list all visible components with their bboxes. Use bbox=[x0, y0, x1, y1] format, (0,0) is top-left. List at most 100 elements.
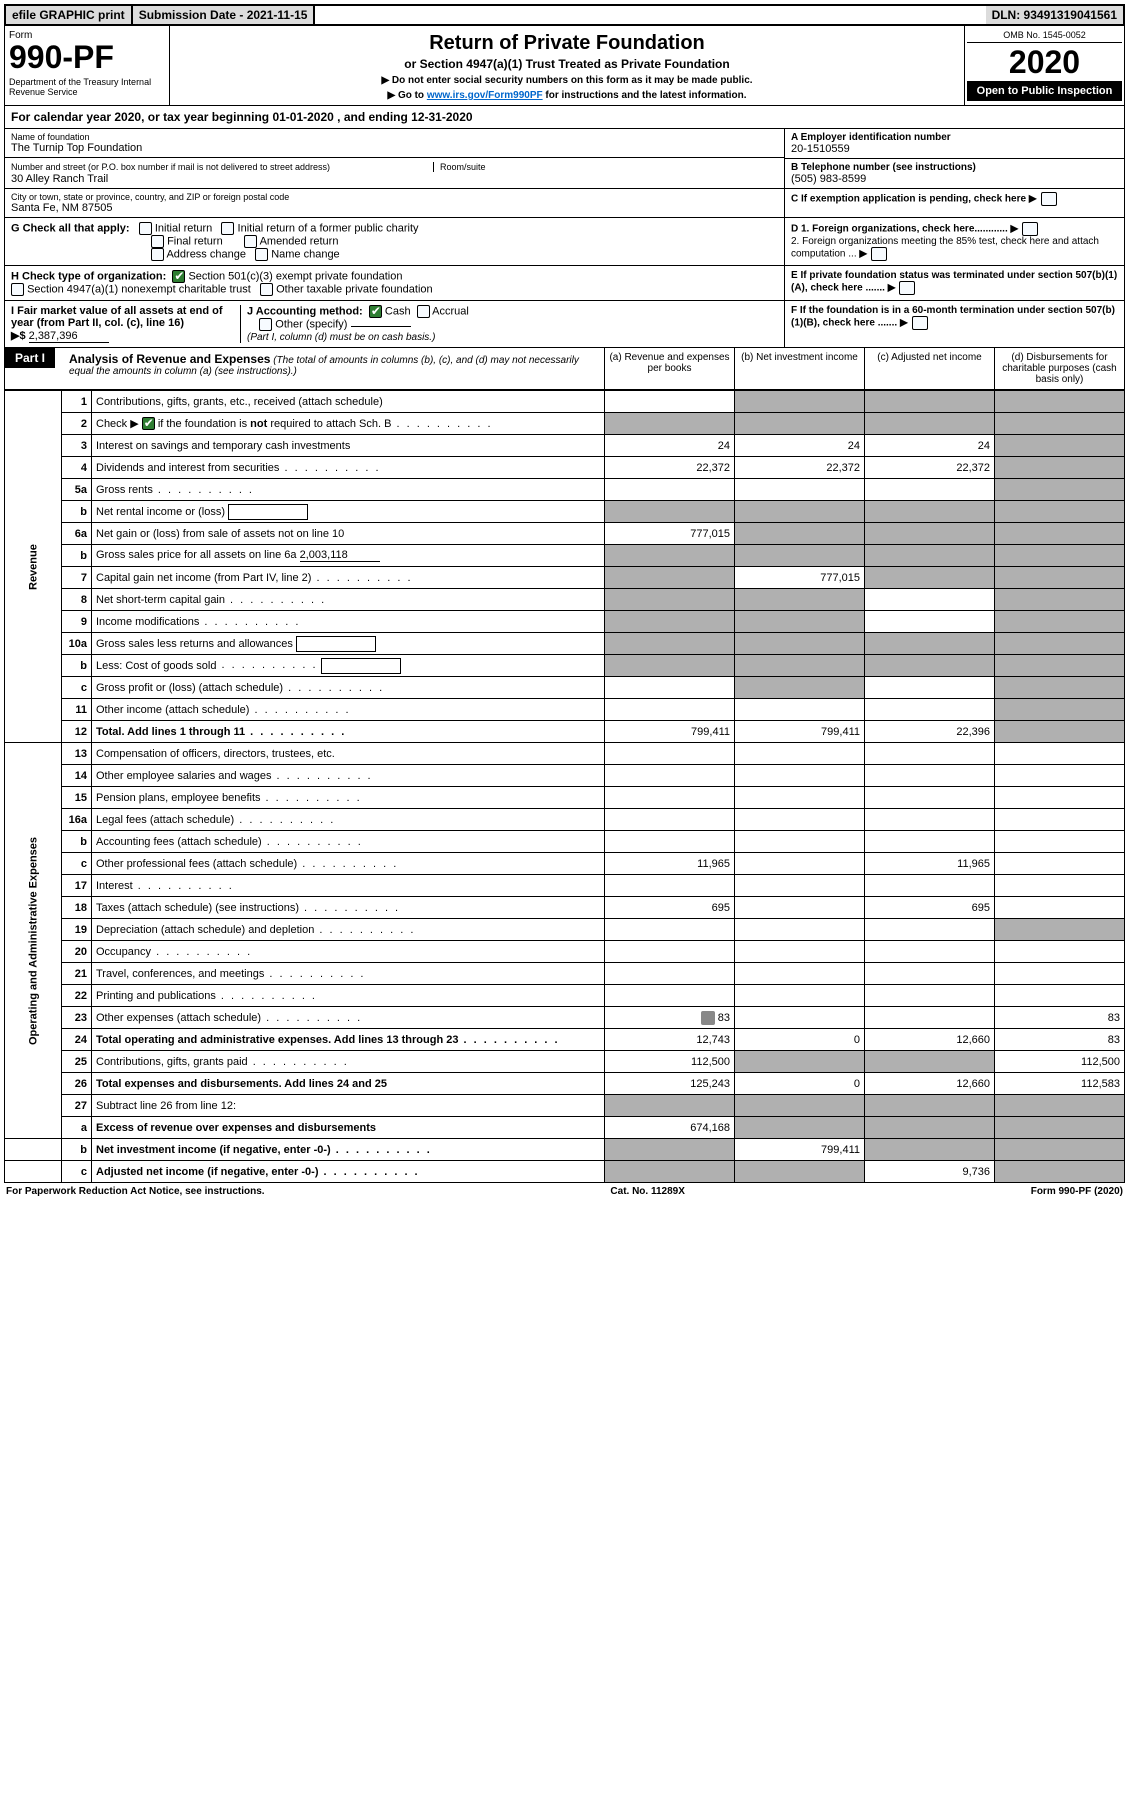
r18-a: 695 bbox=[605, 897, 735, 919]
r6a-a: 777,015 bbox=[605, 523, 735, 545]
g-opt1: Initial return bbox=[155, 222, 212, 234]
g-address-checkbox[interactable] bbox=[151, 248, 164, 261]
j-cash-checkbox[interactable] bbox=[369, 305, 382, 318]
row-13: Compensation of officers, directors, tru… bbox=[92, 743, 605, 765]
col-d-header: (d) Disbursements for charitable purpose… bbox=[994, 348, 1124, 389]
exemption-checkbox[interactable] bbox=[1041, 192, 1057, 206]
g-final-checkbox[interactable] bbox=[151, 235, 164, 248]
row-23: Other expenses (attach schedule) bbox=[96, 1012, 261, 1024]
d1-label: D 1. Foreign organizations, check here..… bbox=[791, 224, 1008, 235]
f-label: F If the foundation is in a 60-month ter… bbox=[791, 305, 1115, 329]
d1-checkbox[interactable] bbox=[1022, 222, 1038, 236]
exemption-label: C If exemption application is pending, c… bbox=[791, 194, 1026, 205]
r3-b: 24 bbox=[735, 435, 865, 457]
form-number: 990-PF bbox=[9, 41, 165, 73]
h-opt2: Section 4947(a)(1) nonexempt charitable … bbox=[27, 283, 251, 295]
row-21: Travel, conferences, and meetings bbox=[96, 968, 264, 980]
r27c-c: 9,736 bbox=[865, 1161, 995, 1183]
row-10a: Gross sales less returns and allowances bbox=[96, 637, 293, 649]
expenses-section-label: Operating and Administrative Expenses bbox=[5, 743, 62, 1139]
row-25: Contributions, gifts, grants paid bbox=[96, 1056, 248, 1068]
j-accrual-checkbox[interactable] bbox=[417, 305, 430, 318]
r25-d: 112,500 bbox=[995, 1051, 1125, 1073]
r16c-a: 11,965 bbox=[605, 853, 735, 875]
row-14: Other employee salaries and wages bbox=[96, 770, 271, 782]
g-label: G Check all that apply: bbox=[11, 222, 130, 234]
row-6a: Net gain or (loss) from sale of assets n… bbox=[92, 523, 605, 545]
efile-button[interactable]: efile GRAPHIC print bbox=[6, 6, 133, 24]
r12-c: 22,396 bbox=[865, 721, 995, 743]
form-link[interactable]: www.irs.gov/Form990PF bbox=[427, 90, 543, 101]
city: Santa Fe, NM 87505 bbox=[11, 202, 778, 214]
g-opt6: Name change bbox=[271, 248, 340, 260]
g-initial-checkbox[interactable] bbox=[139, 222, 152, 235]
d2-checkbox[interactable] bbox=[871, 247, 887, 261]
g-opt2: Initial return of a former public charit… bbox=[238, 222, 419, 234]
tax-year: 2020 bbox=[967, 43, 1122, 81]
g-initial-former-checkbox[interactable] bbox=[221, 222, 234, 235]
footer-left: For Paperwork Reduction Act Notice, see … bbox=[6, 1186, 265, 1197]
row-4: Dividends and interest from securities bbox=[96, 462, 279, 474]
r27a-a: 674,168 bbox=[605, 1117, 735, 1139]
h-501c3-checkbox[interactable] bbox=[172, 270, 185, 283]
j-label: J Accounting method: bbox=[247, 305, 363, 317]
r3-a: 24 bbox=[605, 435, 735, 457]
row-1: Contributions, gifts, grants, etc., rece… bbox=[92, 391, 605, 413]
i-arrow: ▶$ bbox=[11, 330, 26, 342]
h-other-checkbox[interactable] bbox=[260, 283, 273, 296]
row-26: Total expenses and disbursements. Add li… bbox=[92, 1073, 605, 1095]
row-16c: Other professional fees (attach schedule… bbox=[96, 858, 297, 870]
j-accrual: Accrual bbox=[432, 305, 469, 317]
note-2-prefix: ▶ Go to bbox=[387, 90, 426, 101]
note-2-suffix: for instructions and the latest informat… bbox=[545, 90, 746, 101]
submission-date: Submission Date - 2021-11-15 bbox=[133, 6, 316, 24]
h-opt3: Other taxable private foundation bbox=[276, 283, 433, 295]
r12-a: 799,411 bbox=[605, 721, 735, 743]
schb-checkbox[interactable] bbox=[142, 417, 155, 430]
row-2-prefix: Check ▶ bbox=[96, 418, 142, 430]
footer-center: Cat. No. 11289X bbox=[610, 1186, 684, 1197]
f-checkbox[interactable] bbox=[912, 316, 928, 330]
g-amended-checkbox[interactable] bbox=[244, 235, 257, 248]
r4-b: 22,372 bbox=[735, 457, 865, 479]
col-c-header: (c) Adjusted net income bbox=[864, 348, 994, 389]
r7-b: 777,015 bbox=[735, 567, 865, 589]
form-title: Return of Private Foundation bbox=[178, 32, 956, 55]
r26-a: 125,243 bbox=[605, 1073, 735, 1095]
r25-a: 112,500 bbox=[605, 1051, 735, 1073]
row-27a: Excess of revenue over expenses and disb… bbox=[92, 1117, 605, 1139]
e-checkbox[interactable] bbox=[899, 281, 915, 295]
r26-c: 12,660 bbox=[865, 1073, 995, 1095]
ein-label: A Employer identification number bbox=[791, 132, 1118, 143]
row-24: Total operating and administrative expen… bbox=[96, 1034, 458, 1046]
r26-b: 0 bbox=[735, 1073, 865, 1095]
r23-d: 83 bbox=[995, 1007, 1125, 1029]
g-opt4: Amended return bbox=[260, 235, 339, 247]
row-3: Interest on savings and temporary cash i… bbox=[92, 435, 605, 457]
g-opt3: Final return bbox=[167, 235, 223, 247]
col-a-header: (a) Revenue and expenses per books bbox=[604, 348, 734, 389]
fmv-value: 2,387,396 bbox=[29, 330, 109, 343]
row-27: Subtract line 26 from line 12: bbox=[92, 1095, 605, 1117]
row-20: Occupancy bbox=[96, 946, 151, 958]
i-label: I Fair market value of all assets at end… bbox=[11, 305, 223, 329]
row-10c: Gross profit or (loss) (attach schedule) bbox=[96, 682, 283, 694]
r4-a: 22,372 bbox=[605, 457, 735, 479]
row-22: Printing and publications bbox=[96, 990, 216, 1002]
j-other-checkbox[interactable] bbox=[259, 318, 272, 331]
r27b-b: 799,411 bbox=[735, 1139, 865, 1161]
note-1: ▶ Do not enter social security numbers o… bbox=[178, 75, 956, 86]
r16c-c: 11,965 bbox=[865, 853, 995, 875]
col-b-header: (b) Net investment income bbox=[734, 348, 864, 389]
g-name-checkbox[interactable] bbox=[255, 248, 268, 261]
j-cash: Cash bbox=[385, 305, 411, 317]
row-19: Depreciation (attach schedule) and deple… bbox=[96, 924, 314, 936]
row-8: Net short-term capital gain bbox=[96, 594, 225, 606]
g-opt5: Address change bbox=[166, 248, 246, 260]
addr-label: Number and street (or P.O. box number if… bbox=[11, 162, 330, 172]
footer: For Paperwork Reduction Act Notice, see … bbox=[4, 1183, 1125, 1200]
row-15: Pension plans, employee benefits bbox=[96, 792, 261, 804]
city-label: City or town, state or province, country… bbox=[11, 192, 778, 202]
attachment-icon[interactable] bbox=[701, 1011, 715, 1025]
h-4947-checkbox[interactable] bbox=[11, 283, 24, 296]
